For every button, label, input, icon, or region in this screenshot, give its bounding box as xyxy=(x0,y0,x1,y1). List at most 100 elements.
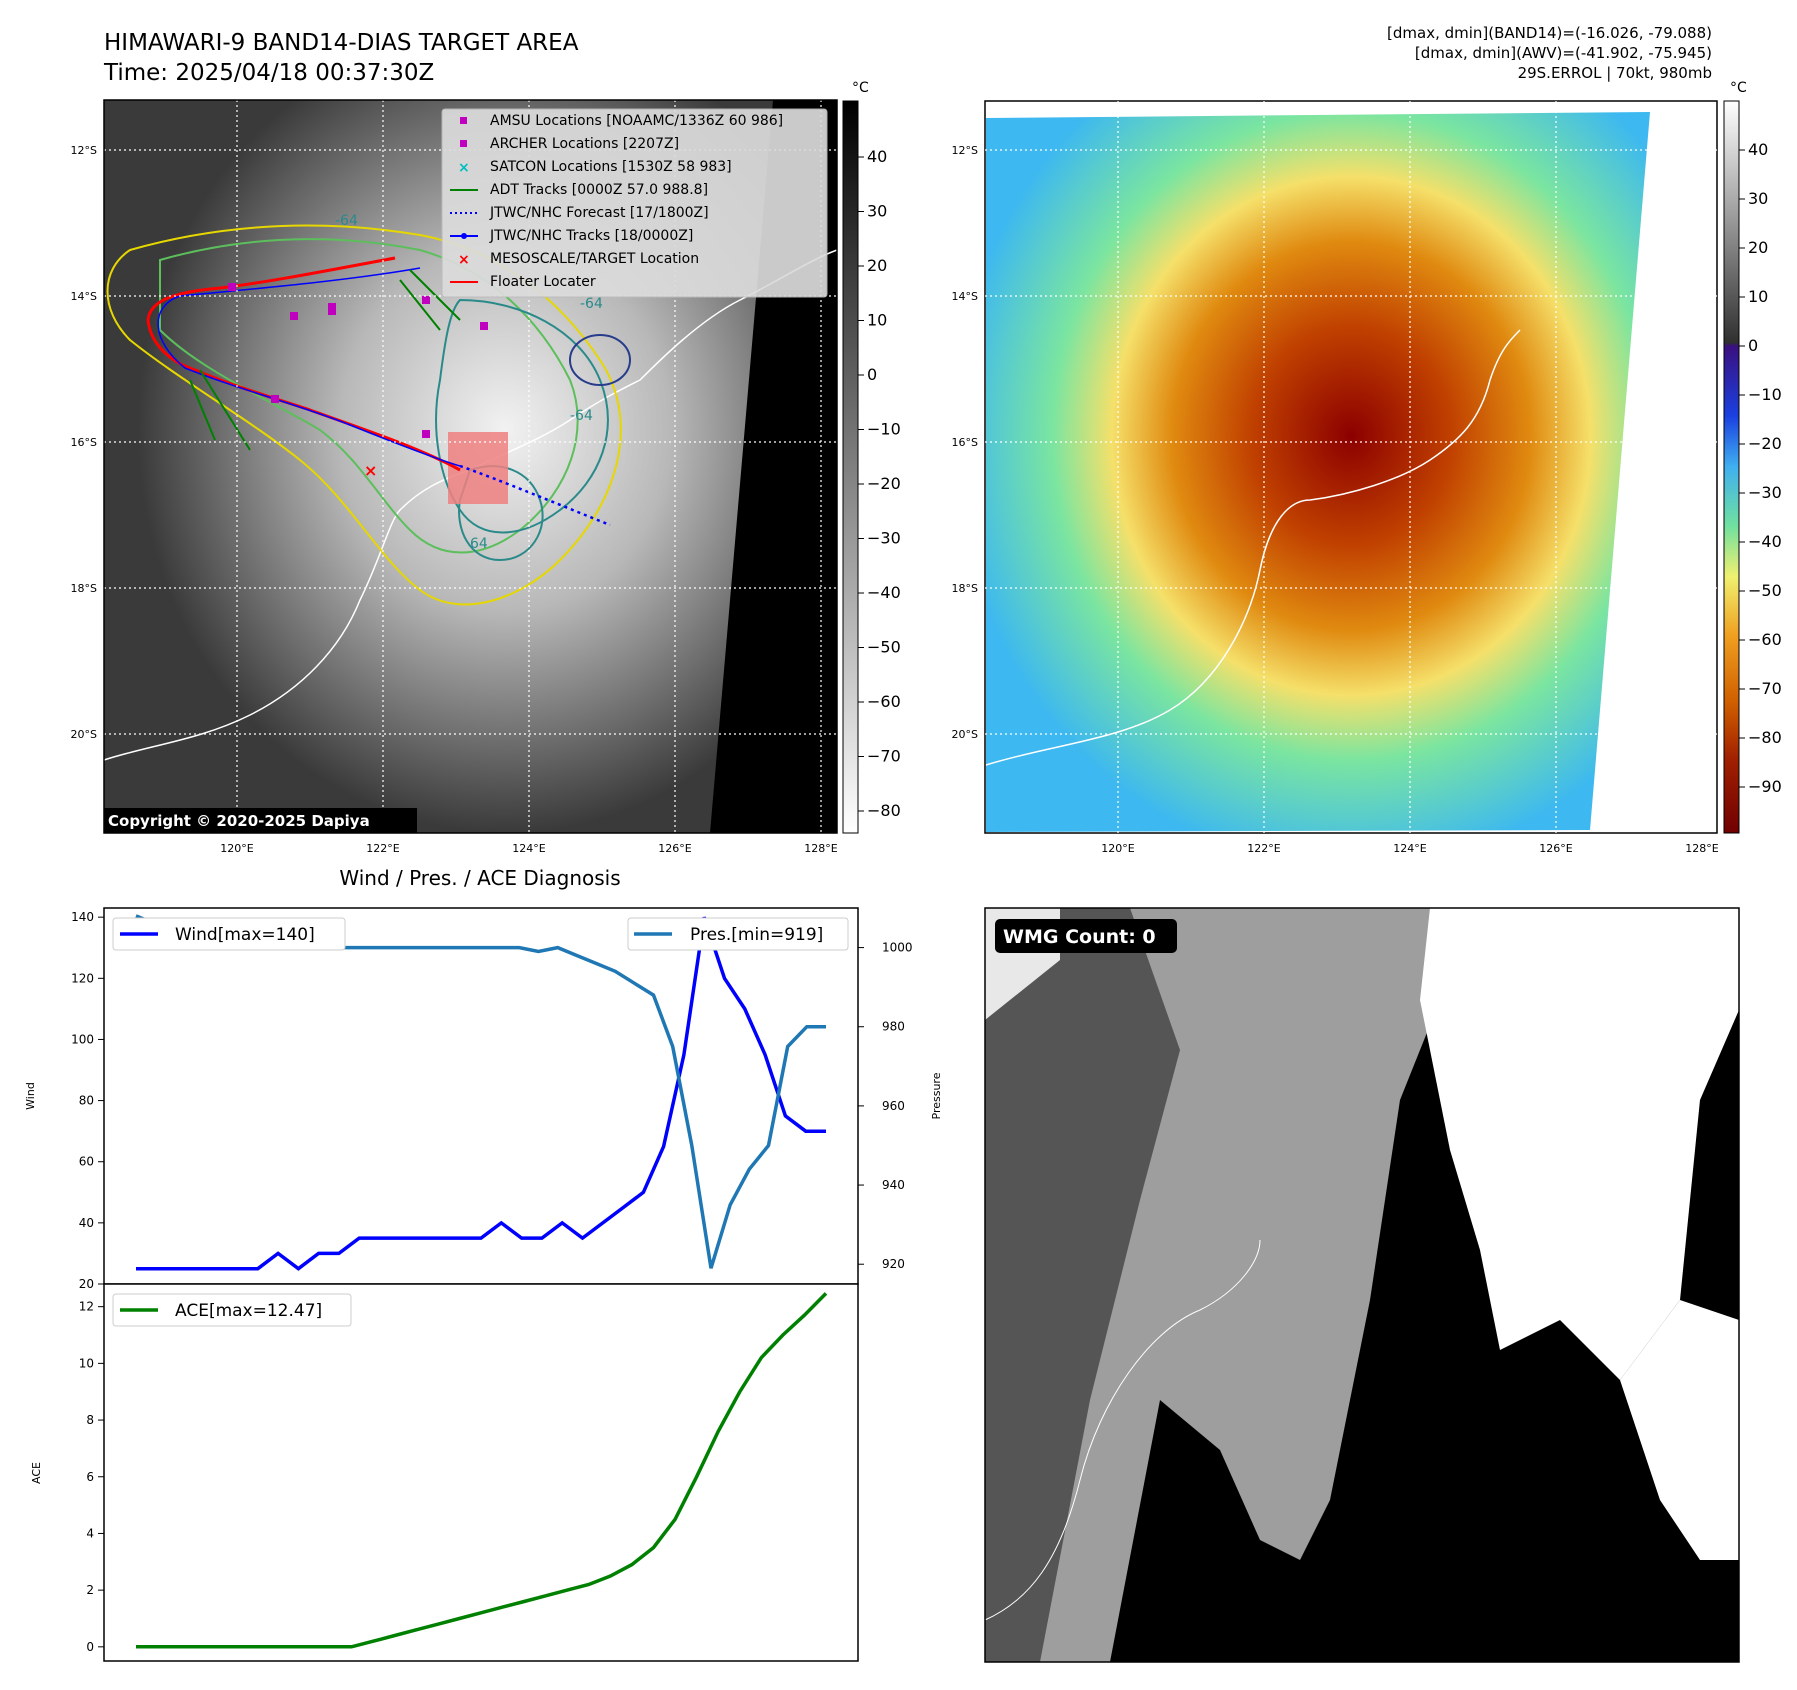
legend-floater: Floater Locater xyxy=(490,274,596,290)
satcon-legend-icon: × xyxy=(458,160,470,176)
ir-lon-ticks: 120°E 122°E 124°E 126°E 128°E xyxy=(220,842,837,855)
lat-tick: 16°S xyxy=(71,436,97,449)
ir-map-frame xyxy=(103,99,838,834)
jtwc-track xyxy=(157,267,461,467)
lon-tick: 128°E xyxy=(1685,842,1718,855)
color-colorbar-tick-label: −60 xyxy=(1748,630,1782,649)
pressure-tick-label: 960 xyxy=(882,1099,905,1113)
lat-tick: 16°S xyxy=(952,436,978,449)
ace-legend xyxy=(112,1293,352,1327)
color-colorbar-tick-label: −30 xyxy=(1748,483,1782,502)
ace-tick-label: 0 xyxy=(86,1640,94,1654)
wind-tick-label: 20 xyxy=(79,1277,94,1291)
contour-label: 64 xyxy=(470,536,488,552)
coastline xyxy=(984,1239,1261,1621)
color-colorbar-bar xyxy=(1723,100,1740,834)
color-colorbar-tick-label: 0 xyxy=(1748,336,1758,355)
color-colorbar: °C 40 30 20 10 0 −10 −20 −30 −40 −50 −60 −70 −80 −90 xyxy=(1723,80,1782,834)
gray-colorbar-tick-label: −80 xyxy=(867,801,901,820)
lon-tick: 124°E xyxy=(1393,842,1426,855)
diagnosis-title: Wind / Pres. / ACE Diagnosis xyxy=(339,866,620,890)
lat-tick: 14°S xyxy=(71,290,97,303)
gray-colorbar-tick-label: 20 xyxy=(867,256,887,275)
awv-satellite-image xyxy=(986,112,1650,832)
amsu-locations xyxy=(228,283,488,438)
lon-tick: 120°E xyxy=(220,842,253,855)
color-colorbar-tick-label: −90 xyxy=(1748,777,1782,796)
ace-chart: 0 2 4 6 8 10 12 ACE ACE[max=12.47] xyxy=(30,1283,859,1662)
ace-series-line xyxy=(136,1292,828,1649)
wmg-region-white xyxy=(1420,908,1739,1380)
mesoscale-legend-icon: × xyxy=(458,252,470,268)
legend-archer: ARCHER Locations [2207Z] xyxy=(490,136,679,152)
lon-tick: 120°E xyxy=(1101,842,1134,855)
lon-tick: 122°E xyxy=(366,842,399,855)
ace-tick-label: 12 xyxy=(79,1300,94,1314)
ir-lat-ticks: 12°S 14°S 16°S 18°S 20°S xyxy=(71,144,97,741)
lat-tick: 20°S xyxy=(952,728,978,741)
color-map-panel: 12°S 14°S 16°S 18°S 20°S 120°E 122°E 124… xyxy=(952,100,1719,855)
contour-label: -64 xyxy=(335,213,358,229)
lat-tick: 20°S xyxy=(71,728,97,741)
figure-title: HIMAWARI-9 BAND14-DIAS TARGET AREA xyxy=(104,30,579,56)
wind-tick-label: 80 xyxy=(79,1094,94,1108)
wind-pressure-frame xyxy=(103,907,859,1285)
lon-tick: 122°E xyxy=(1247,842,1280,855)
color-colorbar-tick-label: 30 xyxy=(1748,189,1768,208)
pressure-tick-label: 980 xyxy=(882,1020,905,1034)
color-colorbar-tick-label: −10 xyxy=(1748,385,1782,404)
legend-tracks: JTWC/NHC Tracks [18/0000Z] xyxy=(489,228,693,244)
gray-colorbar-tick-label: 0 xyxy=(867,365,877,384)
color-colorbar-ticks: 40 30 20 10 0 −10 −20 −30 −40 −50 −60 −70 −80 −90 xyxy=(1739,140,1782,796)
legend-satcon: SATCON Locations [1530Z 58 983] xyxy=(490,159,732,175)
contour-green xyxy=(159,238,579,554)
wind-tick-label: 140 xyxy=(71,910,94,924)
wind-y-ticks: 20 40 60 80 100 120 140 xyxy=(71,910,104,1291)
color-colorbar-tick-label: −40 xyxy=(1748,532,1782,551)
wind-tick-label: 60 xyxy=(79,1155,94,1169)
gray-colorbar-tick-label: −70 xyxy=(867,747,901,766)
gray-colorbar-tick-label: −50 xyxy=(867,638,901,657)
lat-tick: 12°S xyxy=(71,144,97,157)
gray-colorbar-tick-label: −40 xyxy=(867,583,901,602)
wmg-panel: WMG Count: 0 xyxy=(984,907,1740,1663)
wmg-count-text: WMG Count: 0 xyxy=(1003,926,1156,948)
pressure-axis-label: Pressure xyxy=(930,1072,943,1119)
tracks-legend-dot xyxy=(461,233,467,239)
ir-map-panel: -64 -64 -64 64 × xyxy=(71,99,838,855)
lat-tick: 18°S xyxy=(71,582,97,595)
lat-tick: 14°S xyxy=(952,290,978,303)
storm-info: 29S.ERROL | 70kt, 980mb xyxy=(1518,64,1712,82)
color-colorbar-tick-label: −20 xyxy=(1748,434,1782,453)
color-colorbar-tick-label: −50 xyxy=(1748,581,1782,600)
jtwc-forecast xyxy=(459,464,611,527)
wind-tick-label: 120 xyxy=(71,971,94,985)
lat-tick: 18°S xyxy=(952,582,978,595)
mesoscale-target-marker: × xyxy=(364,461,377,480)
copyright-text: Copyright © 2020-2025 Dapiya xyxy=(108,812,370,830)
color-colorbar-tick-label: −70 xyxy=(1748,679,1782,698)
gray-colorbar-unit: °C xyxy=(852,80,869,96)
gray-colorbar-ticks: 40 30 20 10 0 −10 −20 −30 −40 −50 −60 −70 −80 xyxy=(858,147,901,820)
lon-tick: 124°E xyxy=(512,842,545,855)
contour-label: -64 xyxy=(570,408,593,424)
lon-tick: 128°E xyxy=(804,842,837,855)
map-legend: AMSU Locations [NOAAMC/1336Z 60 986] ARC… xyxy=(441,108,828,298)
color-map-gridlines xyxy=(985,101,1717,833)
amsu-legend-icon xyxy=(460,117,467,124)
ace-tick-label: 8 xyxy=(86,1413,94,1427)
legend-mesoscale: MESOSCALE/TARGET Location xyxy=(490,251,699,267)
ace-tick-label: 2 xyxy=(86,1583,94,1597)
ace-frame xyxy=(103,1283,859,1662)
ace-tick-label: 10 xyxy=(79,1356,94,1370)
color-colorbar-tick-label: 10 xyxy=(1748,287,1768,306)
ace-tick-label: 6 xyxy=(86,1470,94,1484)
color-lat-ticks: 12°S 14°S 16°S 18°S 20°S xyxy=(952,144,978,741)
pressure-legend xyxy=(627,917,849,951)
color-colorbar-tick-label: 40 xyxy=(1748,140,1768,159)
gray-colorbar: °C 40 30 20 10 0 −10 −20 −30 −40 −50 −60 −70 −80 xyxy=(842,80,901,834)
contour-teal-2 xyxy=(458,465,544,562)
lon-tick: 126°E xyxy=(658,842,691,855)
figure-time: Time: 2025/04/18 00:37:30Z xyxy=(103,60,434,86)
